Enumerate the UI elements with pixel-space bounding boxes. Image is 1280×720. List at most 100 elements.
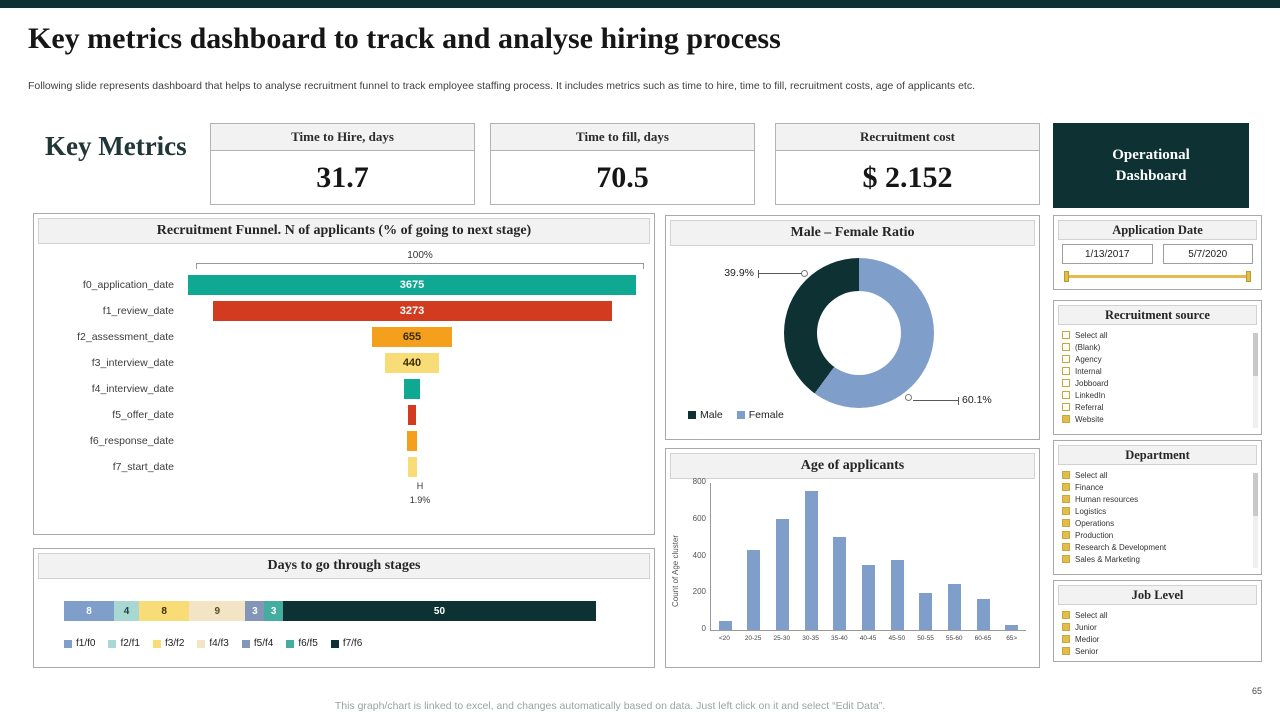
checkbox-icon bbox=[1062, 495, 1070, 503]
funnel-stage-label: f5_offer_date bbox=[112, 409, 174, 421]
slider-track[interactable] bbox=[1064, 275, 1251, 278]
legend-swatch-icon bbox=[330, 639, 339, 648]
filter-option-agency[interactable]: Agency bbox=[1062, 353, 1247, 365]
checkbox-icon bbox=[1062, 379, 1070, 387]
kpi-label: Recruitment cost bbox=[776, 124, 1039, 151]
filter-option--blank-[interactable]: (Blank) bbox=[1062, 341, 1247, 353]
days-legend: f1/f0 f2/f1 f3/f2 f4/f3 f5/f4 f6/f5 f7/f6 bbox=[64, 638, 654, 649]
checkbox-icon bbox=[1062, 623, 1070, 631]
male-callout-line bbox=[758, 270, 802, 278]
funnel-stage-label: f3_interview_date bbox=[91, 357, 174, 369]
department-title: Department bbox=[1058, 445, 1257, 465]
scrollbar-thumb[interactable] bbox=[1253, 333, 1258, 376]
slider-handle-end[interactable] bbox=[1246, 271, 1251, 282]
kpi-value: 31.7 bbox=[316, 160, 369, 194]
female-callout-line bbox=[913, 397, 959, 405]
funnel-bar-f1_review_date: 3273 bbox=[212, 301, 612, 321]
date-start-input[interactable]: 1/13/2017 bbox=[1062, 244, 1153, 264]
days-segment-f6/f5: 3 bbox=[264, 601, 284, 621]
age-bar-35-40 bbox=[833, 537, 847, 630]
legend-label: f7/f6 bbox=[342, 638, 363, 649]
funnel-bar-zone bbox=[184, 431, 640, 451]
legend-swatch-icon bbox=[108, 639, 117, 648]
job-level-panel: Job Level Select all Junior Medior Senior bbox=[1053, 580, 1262, 662]
filter-option-select-all[interactable]: Select all bbox=[1062, 469, 1247, 481]
filter-option-production[interactable]: Production bbox=[1062, 529, 1247, 541]
age-bar-column bbox=[740, 483, 769, 630]
funnel-bar-f7_start_date bbox=[407, 457, 417, 477]
age-bar-20-25 bbox=[747, 550, 761, 630]
funnel-bar-f4_interview_date bbox=[404, 379, 420, 399]
operational-dashboard-button[interactable]: Operational Dashboard bbox=[1053, 123, 1249, 208]
filter-option-select-all[interactable]: Select all bbox=[1062, 609, 1247, 621]
age-bar-30-35 bbox=[804, 491, 818, 630]
gender-donut-chart bbox=[784, 258, 934, 408]
filter-option-research-development[interactable]: Research & Development bbox=[1062, 541, 1247, 553]
kpi-label: Time to Hire, days bbox=[211, 124, 474, 151]
funnel-bottom-annotation: H 1.9% bbox=[192, 480, 648, 507]
filter-option-finance[interactable]: Finance bbox=[1062, 481, 1247, 493]
x-tick-label: 50-55 bbox=[917, 635, 934, 642]
date-end-input[interactable]: 5/7/2020 bbox=[1162, 244, 1253, 264]
funnel-row: f2_assessment_date 655 bbox=[34, 324, 654, 350]
checkbox-icon bbox=[1062, 483, 1070, 491]
kpi-card-recruitment-cost: Recruitment cost $ 2.152 bbox=[775, 123, 1040, 205]
female-legend-swatch-icon bbox=[736, 411, 745, 419]
job-level-title: Job Level bbox=[1058, 585, 1257, 605]
checkbox-icon bbox=[1062, 415, 1070, 423]
date-range-slider[interactable] bbox=[1064, 270, 1251, 283]
filter-option-jobboard[interactable]: Jobboard bbox=[1062, 377, 1247, 389]
scrollbar-thumb[interactable] bbox=[1253, 473, 1258, 516]
funnel-bar-f2_assessment_date: 655 bbox=[372, 327, 452, 347]
top-accent-bar bbox=[0, 0, 1280, 8]
scrollbar[interactable] bbox=[1253, 473, 1258, 568]
filter-option-select-all[interactable]: Select all bbox=[1062, 329, 1247, 341]
filter-option-label: (Blank) bbox=[1075, 342, 1101, 352]
scrollbar[interactable] bbox=[1253, 333, 1258, 428]
legend-item-male: Male bbox=[688, 409, 723, 421]
funnel-stage-label: f1_review_date bbox=[102, 305, 174, 317]
filter-option-junior[interactable]: Junior bbox=[1062, 621, 1247, 633]
date-range-row: 1/13/2017 5/7/2020 bbox=[1062, 244, 1253, 264]
funnel-bar-zone: 440 bbox=[184, 353, 640, 373]
filter-option-label: Agency bbox=[1075, 354, 1102, 364]
page-title: Key metrics dashboard to track and analy… bbox=[28, 22, 781, 55]
male-percentage-callout: 39.9% bbox=[724, 267, 754, 279]
filter-option-logistics[interactable]: Logistics bbox=[1062, 505, 1247, 517]
age-bar-55-60 bbox=[947, 584, 961, 630]
filter-option-label: Referral bbox=[1075, 402, 1104, 412]
x-tick-label: 40-45 bbox=[859, 635, 877, 642]
age-bar-column bbox=[854, 483, 883, 630]
slider-handle-start[interactable] bbox=[1064, 271, 1069, 282]
filter-option-operations[interactable]: Operations bbox=[1062, 517, 1247, 529]
recruitment-source-panel: Recruitment source Select all (Blank) Agen… bbox=[1053, 300, 1262, 435]
application-date-panel: Application Date 1/13/2017 5/7/2020 bbox=[1053, 215, 1262, 290]
filter-option-label: Medior bbox=[1075, 634, 1100, 644]
filter-option-internal[interactable]: Internal bbox=[1062, 365, 1247, 377]
checkbox-icon bbox=[1062, 367, 1070, 375]
age-bar-60-65 bbox=[976, 599, 990, 630]
checkbox-icon bbox=[1062, 611, 1070, 619]
days-segment-f2/f1: 4 bbox=[114, 601, 140, 621]
age-bar-column bbox=[768, 483, 797, 630]
age-panel-title: Age of applicants bbox=[670, 453, 1035, 479]
funnel-bar-zone: 3273 bbox=[184, 301, 640, 321]
filter-option-senior[interactable]: Senior bbox=[1062, 645, 1247, 657]
checkbox-icon bbox=[1062, 635, 1070, 643]
funnel-bottom-marker: H bbox=[416, 481, 424, 491]
funnel-top-label: 100% bbox=[407, 250, 433, 261]
filter-option-referral[interactable]: Referral bbox=[1062, 401, 1247, 413]
filter-option-human-resources[interactable]: Human resources bbox=[1062, 493, 1247, 505]
age-bar-chart bbox=[710, 483, 1026, 631]
filter-option-label: Junior bbox=[1075, 622, 1097, 632]
filter-option-website[interactable]: Website bbox=[1062, 413, 1247, 425]
funnel-bar-zone: 3675 bbox=[184, 275, 640, 295]
funnel-row: f3_interview_date 440 bbox=[34, 350, 654, 376]
funnel-row: f4_interview_date bbox=[34, 376, 654, 402]
age-bar-column bbox=[826, 483, 855, 630]
filter-option-sales-marketing[interactable]: Sales & Marketing bbox=[1062, 553, 1247, 565]
filter-option-linkedin[interactable]: LinkedIn bbox=[1062, 389, 1247, 401]
age-y-axis-label: Count of Age cluster bbox=[671, 534, 680, 608]
filter-option-medior[interactable]: Medior bbox=[1062, 633, 1247, 645]
funnel-panel-title: Recruitment Funnel. N of applicants (% o… bbox=[38, 218, 650, 244]
